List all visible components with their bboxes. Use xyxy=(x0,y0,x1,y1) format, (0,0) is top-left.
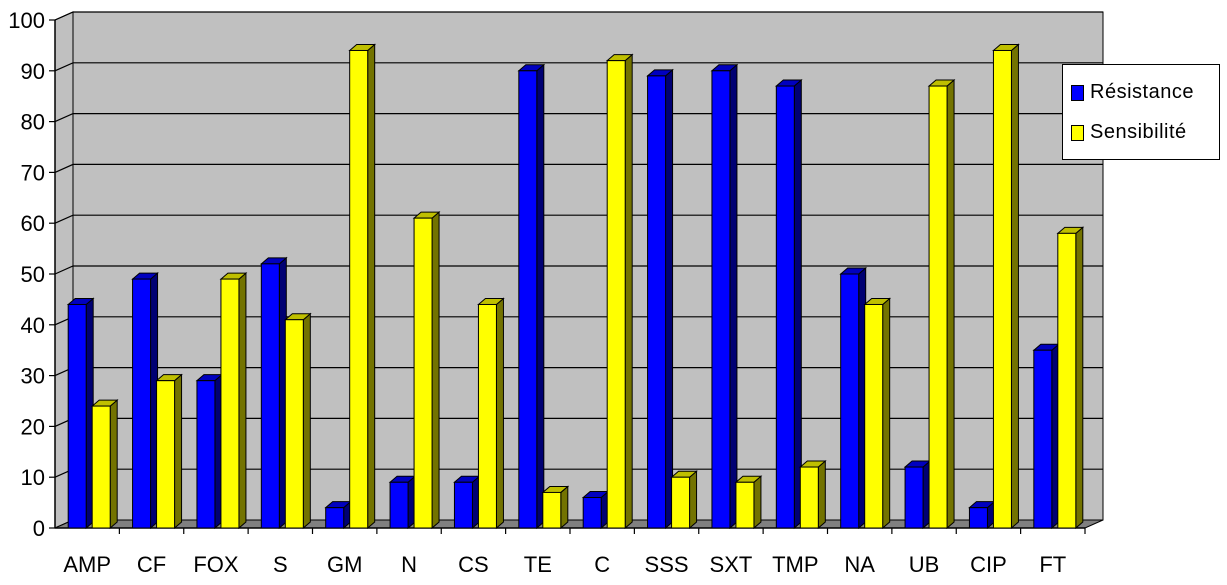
y-tick-label: 60 xyxy=(21,211,45,236)
bar-sensibilit--gm xyxy=(348,43,377,530)
bar-sensibilit--ub xyxy=(927,78,956,530)
bar-r-sistance-amp xyxy=(66,297,95,530)
bar-sensibilit--ft xyxy=(1056,226,1085,530)
bar-r-sistance-na xyxy=(839,266,868,530)
x-tick-label: TMP xyxy=(772,552,818,577)
bar-r-sistance-s xyxy=(259,256,288,530)
x-tick-label: UB xyxy=(909,552,940,577)
gridline xyxy=(54,112,1103,123)
bar-sensibilit--sxt xyxy=(734,475,763,530)
y-tick-label: 40 xyxy=(21,313,45,338)
x-tick-label: FT xyxy=(1039,552,1066,577)
x-tick-label: CIP xyxy=(970,552,1007,577)
bar-r-sistance-n xyxy=(388,475,417,530)
x-tick-label: C xyxy=(594,552,610,577)
legend-item-resistance: Résistance xyxy=(1071,81,1194,104)
bar-sensibilit--te xyxy=(541,485,570,530)
x-tick-label: SSS xyxy=(645,552,689,577)
bar-r-sistance-ub xyxy=(903,459,932,530)
y-tick-label: 80 xyxy=(21,110,45,135)
bar-r-sistance-ft xyxy=(1032,343,1061,530)
gridline xyxy=(54,62,1103,72)
bar-r-sistance-fox xyxy=(195,373,224,530)
x-tick-label: NA xyxy=(844,552,875,577)
legend-swatch-sensibilite xyxy=(1071,124,1084,141)
legend-swatch-resistance xyxy=(1071,84,1084,101)
bar-sensibilit--s xyxy=(283,312,312,530)
legend: Résistance Sensibilité xyxy=(1062,64,1220,160)
y-tick-label: 100 xyxy=(8,8,45,33)
x-tick-label: FOX xyxy=(193,552,239,577)
bar-sensibilit--cf xyxy=(155,373,183,530)
bar-sensibilit--fox xyxy=(219,271,248,530)
bar-r-sistance-cf xyxy=(131,271,159,530)
bar-r-sistance-sxt xyxy=(710,63,739,530)
legend-label-resistance: Résistance xyxy=(1090,81,1194,103)
legend-label-sensibilite: Sensibilité xyxy=(1090,121,1187,143)
bar-r-sistance-sss xyxy=(646,68,674,530)
x-tick-label: TE xyxy=(524,552,552,577)
bar-sensibilit--sss xyxy=(670,470,698,530)
bar-r-sistance-c xyxy=(581,490,610,530)
y-tick-label: 10 xyxy=(21,465,45,490)
y-axis-ticks: 0 10 20 30 40 50 60 70 80 90 100 xyxy=(8,8,55,541)
gridline xyxy=(54,214,1103,224)
bar-sensibilit--amp xyxy=(90,398,119,530)
bar-r-sistance-gm xyxy=(324,500,353,530)
x-tick-label: N xyxy=(401,552,417,577)
y-tick-label: 70 xyxy=(21,160,45,185)
x-tick-label: CS xyxy=(458,552,489,577)
x-tick-label: S xyxy=(273,552,288,577)
x-tick-label: AMP xyxy=(63,552,111,577)
bar-sensibilit--tmp xyxy=(798,459,827,530)
bar-r-sistance-cip xyxy=(968,500,996,530)
gridline xyxy=(54,163,1103,173)
y-tick-label: 90 xyxy=(21,59,45,84)
bar-r-sistance-te xyxy=(517,63,546,530)
legend-item-sensibilite: Sensibilité xyxy=(1071,121,1187,144)
bar-r-sistance-cs xyxy=(453,475,481,530)
bar-r-sistance-tmp xyxy=(774,78,803,530)
y-tick-label: 30 xyxy=(21,364,45,389)
y-tick-label: 20 xyxy=(21,414,45,439)
bar-sensibilit--n xyxy=(412,211,441,530)
bars xyxy=(66,43,1085,530)
gridline xyxy=(54,265,1103,275)
x-tick-label: GM xyxy=(327,552,362,577)
y-tick-label: 0 xyxy=(33,516,45,541)
x-tick-label: SXT xyxy=(710,552,753,577)
x-axis-ticks: AMP CF FOX S GM N CS TE C SSS SXT TMP NA UB CIP FT xyxy=(63,528,1086,577)
x-tick-label: CF xyxy=(137,552,166,577)
gridline xyxy=(54,11,1103,21)
bar-sensibilit--cip xyxy=(992,43,1020,530)
bar-sensibilit--cs xyxy=(477,297,505,530)
y-tick-label: 50 xyxy=(21,262,45,287)
bar-sensibilit--na xyxy=(863,297,892,530)
bar-sensibilit--c xyxy=(605,53,634,530)
